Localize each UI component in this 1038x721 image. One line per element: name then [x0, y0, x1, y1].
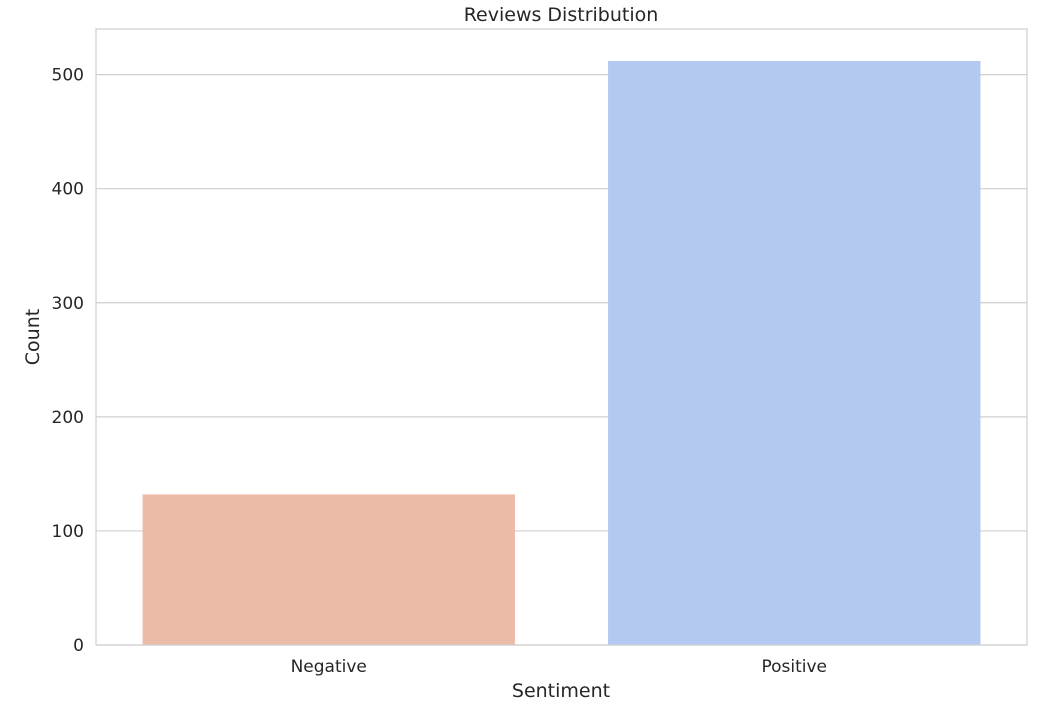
- plot-frame: [95, 28, 1028, 646]
- y-tick-label: 300: [52, 294, 84, 314]
- x-tick-label: Negative: [291, 657, 367, 677]
- x-axis-label: Sentiment: [512, 680, 610, 702]
- y-tick-label: 0: [73, 636, 84, 656]
- y-tick-labels: 0 100 200 300 400 500: [52, 66, 84, 656]
- y-tick-label: 400: [52, 180, 84, 200]
- bars-layer: [142, 60, 981, 646]
- x-tick-label: Positive: [761, 657, 827, 677]
- y-tick-label: 100: [52, 522, 84, 542]
- x-tick-labels: Negative Positive: [291, 657, 827, 677]
- bar-positive: [608, 60, 981, 646]
- chart-title: Reviews Distribution: [464, 4, 659, 26]
- y-tick-label: 500: [52, 66, 84, 86]
- y-tick-label: 200: [52, 408, 84, 428]
- y-axis-label: Count: [22, 309, 44, 365]
- bar-negative: [142, 494, 515, 645]
